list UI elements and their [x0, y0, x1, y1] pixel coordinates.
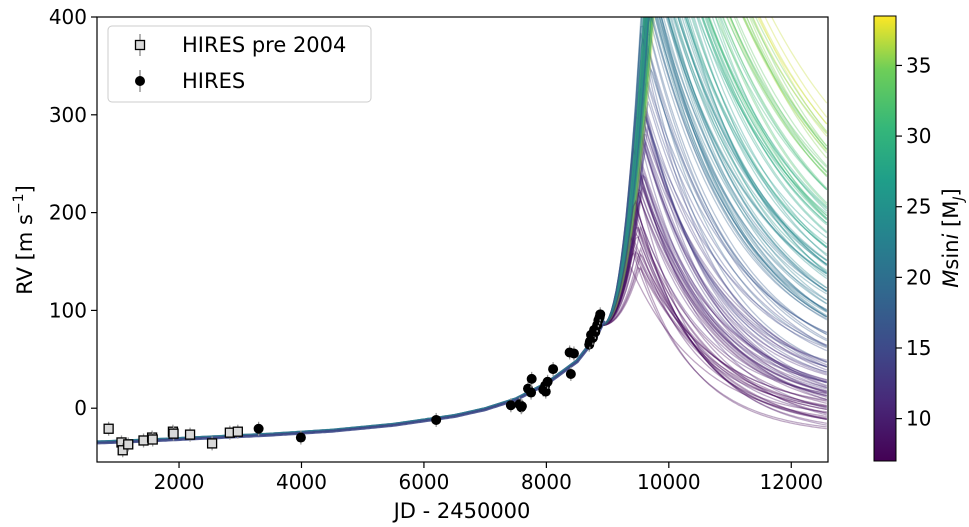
hires-point	[540, 384, 551, 399]
hires-pre-2004-point	[138, 433, 149, 448]
x-axis: 2000 4000 6000 8000 10000 12000	[154, 462, 823, 494]
colorbar-tick-label: 35	[906, 53, 931, 77]
hires-pre-2004-point	[168, 426, 179, 441]
y-axis-label: RV [m s−1]	[11, 185, 37, 295]
x-axis-label: JD - 2450000	[392, 499, 531, 523]
hires-point	[526, 371, 537, 386]
hires-point	[565, 366, 576, 381]
legend-marker-hires	[135, 70, 145, 92]
hires-point	[568, 346, 579, 361]
colorbar-tick-label: 15	[906, 336, 931, 360]
legend-label-hires-pre-2004: HIRES pre 2004	[182, 33, 346, 57]
colorbar-tick-label: 30	[906, 124, 931, 148]
plot-area	[96, 16, 829, 463]
y-tick-label: 400	[49, 5, 87, 29]
hires-pre-2004-point	[123, 437, 134, 452]
model-curve	[97, 88, 827, 444]
model-curve	[97, 198, 827, 444]
model-curve	[97, 116, 828, 444]
hires-point	[516, 399, 527, 414]
model-curve	[97, 236, 827, 444]
legend-label-hires: HIRES	[182, 69, 245, 93]
data-points	[103, 307, 606, 458]
model-curve	[97, 87, 828, 444]
colorbar-tick-label: 25	[906, 195, 931, 219]
x-tick-label: 4000	[276, 470, 327, 494]
x-tick-label: 8000	[521, 470, 572, 494]
colorbar: 10 15 20 25 30 35 Msini [MJ]	[873, 15, 967, 462]
x-tick-label: 6000	[398, 470, 449, 494]
hires-pre-2004-point	[147, 432, 158, 447]
y-tick-label: 200	[49, 201, 87, 225]
hires-pre-2004-point	[184, 427, 196, 442]
x-tick-label: 10000	[637, 470, 701, 494]
hires-pre-2004-point	[232, 424, 243, 439]
y-tick-label: 0	[74, 396, 87, 420]
x-tick-label: 12000	[759, 470, 823, 494]
hires-point	[295, 430, 306, 445]
legend-marker-hires-pre-2004	[134, 34, 146, 56]
model-curve	[97, 235, 827, 444]
hires-point	[548, 362, 559, 377]
hires-point	[595, 307, 606, 322]
trend-line-overlay	[97, 318, 605, 442]
x-tick-label: 2000	[154, 470, 205, 494]
hires-pre-2004-point	[117, 443, 128, 458]
colorbar-tick-label: 20	[906, 265, 931, 289]
colorbar-ticks: 10 15 20 25 30 35	[896, 53, 931, 431]
hires-point	[526, 385, 537, 400]
colorbar-gradient	[873, 15, 897, 462]
model-curve	[97, 174, 827, 444]
model-curve	[97, 196, 827, 444]
model-curve	[97, 125, 828, 444]
hires-point	[542, 374, 553, 389]
colorbar-tick-label: 10	[906, 407, 931, 431]
colorbar-label: Msini [MJ]	[939, 188, 967, 287]
y-tick-label: 300	[49, 103, 87, 127]
hires-point	[505, 398, 516, 413]
legend: HIRES pre 2004 HIRES	[107, 25, 372, 103]
hires-point	[253, 421, 264, 436]
hires-pre-2004-point	[206, 436, 218, 451]
y-axis: 0 100 200 300 400	[49, 5, 97, 420]
y-tick-label: 100	[49, 298, 87, 322]
legend-box	[107, 25, 372, 103]
hires-pre-2004-point	[103, 421, 114, 436]
plot-frame	[96, 16, 829, 463]
hires-point	[431, 412, 442, 427]
